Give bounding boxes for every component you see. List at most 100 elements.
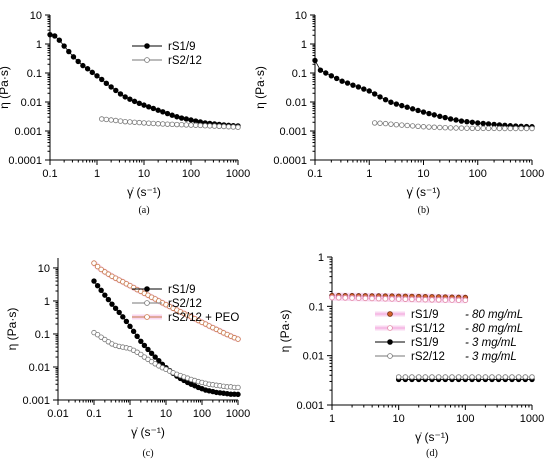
data-point — [416, 374, 422, 380]
data-point — [361, 86, 367, 92]
data-point — [178, 121, 185, 128]
data-point — [75, 58, 81, 65]
data-point — [146, 104, 152, 110]
y-tick-label: 0.001 — [296, 400, 324, 412]
data-point — [349, 295, 355, 301]
data-point — [113, 87, 119, 94]
y-tick-label: 0.001 — [14, 126, 42, 138]
data-point — [420, 109, 427, 115]
data-point — [174, 114, 180, 120]
data-point — [188, 122, 194, 128]
data-point — [155, 107, 161, 113]
data-point — [131, 98, 138, 105]
x-tick-label: 1000 — [226, 168, 250, 180]
x-tick-label: 100 — [182, 168, 200, 180]
data-point — [141, 120, 147, 126]
legend-label: rS1/9 — [168, 284, 196, 296]
data-point — [502, 374, 509, 380]
data-point — [47, 31, 53, 38]
data-point — [409, 123, 416, 129]
panel-d: 1 10 100 1000 0.001 0.01 0.1 1 η (Pa·s) γ̇ (s⁻¹) (… — [278, 252, 544, 459]
data-point — [136, 119, 142, 126]
data-point — [105, 296, 112, 303]
data-point — [152, 354, 158, 360]
data-point — [529, 125, 535, 132]
data-point — [155, 121, 161, 127]
data-point — [148, 350, 155, 356]
data-point — [312, 57, 318, 64]
data-point — [134, 333, 140, 339]
legend-concentration: - 80 mg/mL — [465, 309, 523, 321]
y-axis-label: η (Pa·s) — [5, 308, 19, 351]
x-tick-label: 10 — [417, 168, 429, 180]
data-point — [197, 122, 204, 129]
data-point — [99, 76, 105, 83]
legend-marker — [144, 314, 150, 320]
data-point — [131, 119, 138, 125]
data-point — [66, 48, 72, 55]
legend-marker — [387, 339, 393, 345]
x-tick-label: 0.1 — [42, 168, 57, 180]
data-point — [117, 91, 124, 97]
data-point — [160, 109, 166, 115]
data-point — [382, 97, 389, 103]
data-point — [164, 110, 171, 117]
data-point — [109, 301, 115, 307]
data-point — [211, 123, 218, 129]
series-series1 — [371, 120, 535, 132]
x-tick-label: 0.01 — [47, 408, 68, 420]
data-point — [442, 124, 448, 131]
x-axis-label: γ̇ (s⁻¹) — [407, 185, 441, 199]
legend-entry: rS1/9 - 3 mg/mL — [375, 337, 517, 349]
y-tick-label: 0.001 — [22, 395, 50, 407]
data-point — [442, 374, 449, 380]
y-tick-label: 0.1 — [292, 68, 307, 80]
legend-marker — [387, 353, 393, 359]
data-point — [174, 121, 180, 128]
legend-concentration: - 80 mg/mL — [465, 323, 523, 335]
data-point — [94, 332, 101, 338]
data-point — [449, 374, 455, 380]
data-point — [112, 305, 119, 311]
data-point — [523, 125, 530, 132]
data-point — [422, 374, 429, 380]
panel-label: (d) — [426, 448, 438, 459]
legend-marker — [144, 57, 150, 63]
y-tick-label: 0.01 — [29, 362, 50, 374]
data-point — [235, 384, 241, 391]
x-tick-label: 10 — [138, 168, 150, 180]
data-point — [120, 314, 126, 320]
y-tick-label: 1 — [36, 39, 42, 51]
data-point — [183, 116, 189, 122]
data-point — [491, 125, 497, 132]
legend-concentration: - 3 mg/mL — [465, 337, 517, 349]
data-point — [371, 91, 378, 97]
legend-label: rS1/9 — [411, 309, 439, 321]
data-point — [235, 336, 241, 342]
data-point — [393, 121, 400, 128]
x-tick-label: 1 — [127, 408, 133, 420]
data-point — [415, 107, 421, 114]
data-point — [108, 117, 114, 123]
data-point — [422, 297, 429, 303]
data-point — [447, 125, 454, 131]
series-rS2-12 — [395, 374, 535, 380]
data-point — [329, 294, 335, 301]
data-point — [169, 121, 175, 128]
data-point — [94, 263, 101, 270]
data-point — [458, 118, 465, 124]
data-point — [522, 374, 529, 380]
legend-marker — [144, 286, 150, 292]
y-tick-label: 0.0001 — [8, 155, 42, 167]
legend-entry: rS2/12 + PEO — [132, 312, 239, 324]
data-point — [225, 124, 232, 130]
data-point — [56, 37, 63, 43]
data-point — [103, 80, 110, 87]
y-axis-label: η (Pa·s) — [278, 310, 292, 353]
data-point — [431, 112, 437, 118]
data-point — [113, 117, 119, 124]
data-point — [350, 82, 356, 88]
data-point — [235, 391, 241, 398]
data-point — [138, 338, 144, 344]
